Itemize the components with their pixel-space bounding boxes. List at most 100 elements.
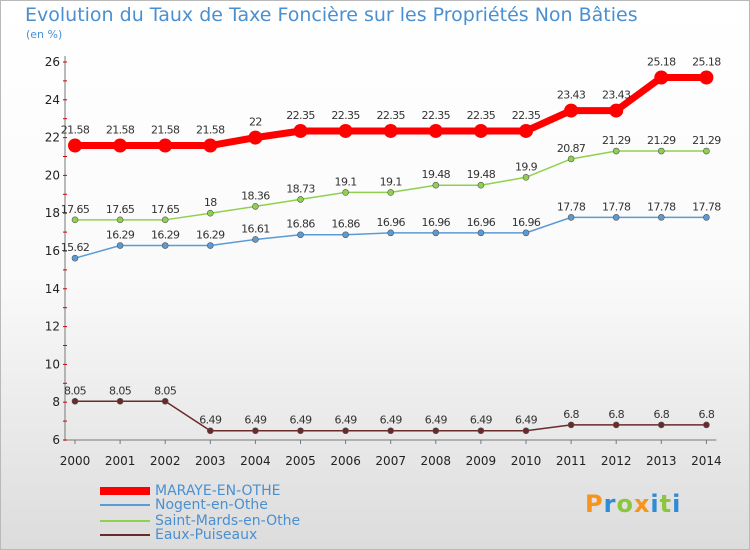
- data-label: 25.18: [647, 55, 676, 68]
- data-point: [161, 397, 169, 405]
- legend-swatch: [100, 504, 150, 506]
- data-point: [68, 138, 82, 153]
- data-point: [342, 427, 349, 435]
- y-tick-label: 20: [45, 168, 60, 182]
- data-point: [477, 427, 485, 435]
- data-point: [522, 427, 530, 435]
- data-label: 6.8: [608, 408, 624, 421]
- data-label: 21.29: [647, 134, 676, 147]
- axes: 6 8 10 12 14 16 18 20 22 24 26 2000 2001 2002 2003 2004…: [45, 55, 722, 468]
- data-point: [158, 138, 173, 153]
- data-label: 19.48: [467, 168, 496, 181]
- data-label: 6.49: [199, 414, 222, 427]
- data-point: [473, 123, 488, 138]
- x-tick-label: 2012: [601, 454, 632, 468]
- data-label: 8.05: [64, 384, 87, 397]
- y-tick-label: 26: [45, 55, 60, 69]
- x-tick-label: 2011: [556, 454, 587, 468]
- data-label: 16.96: [467, 216, 496, 229]
- x-tick-label: 2006: [330, 454, 361, 468]
- data-label: 6.49: [380, 414, 403, 427]
- data-point: [432, 181, 440, 189]
- data-point: [477, 229, 485, 237]
- logo-letter: o: [616, 490, 634, 518]
- legend-label: Nogent-en-Othe: [155, 497, 268, 513]
- data-label: 6.49: [289, 414, 312, 427]
- data-label: 18.36: [241, 189, 270, 202]
- data-label: 6.8: [563, 408, 579, 421]
- data-point: [248, 130, 263, 145]
- legend-label: Eaux-Puiseaux: [155, 527, 258, 543]
- data-point: [116, 242, 124, 249]
- data-point: [387, 189, 395, 196]
- y-tick-label: 18: [45, 206, 60, 220]
- data-label: 16.86: [331, 218, 360, 231]
- data-label: 6.49: [244, 414, 267, 427]
- data-label: 16.29: [151, 229, 180, 242]
- data-label: 17.65: [151, 203, 180, 216]
- x-tick-label: 2013: [646, 454, 677, 468]
- data-point: [116, 216, 124, 224]
- x-tick-label: 2002: [150, 454, 181, 468]
- data-label: 17.78: [557, 200, 586, 213]
- data-label: 17.65: [61, 203, 90, 216]
- data-point: [657, 214, 665, 221]
- data-label: 22.35: [331, 109, 360, 122]
- data-label: 8.05: [154, 384, 177, 397]
- data-point: [161, 216, 169, 224]
- x-tick-label: 2003: [195, 454, 226, 468]
- data-label: 21.29: [692, 134, 721, 147]
- data-label: 17.65: [106, 203, 135, 216]
- data-label: 21.58: [196, 124, 225, 137]
- y-tick-label: 22: [45, 131, 60, 145]
- data-point: [612, 147, 620, 155]
- x-tick-label: 2000: [60, 454, 91, 468]
- logo-letter: i: [650, 490, 660, 518]
- data-point: [203, 138, 218, 153]
- x-tick-label: 2004: [240, 454, 271, 468]
- x-tick-label: 2009: [466, 454, 497, 468]
- data-point: [477, 181, 485, 189]
- data-point: [387, 229, 395, 237]
- data-label: 21.58: [151, 124, 180, 137]
- data-point: [657, 421, 665, 429]
- data-point: [564, 103, 579, 118]
- data-label: 16.29: [106, 229, 135, 242]
- data-label: 25.18: [692, 55, 721, 68]
- data-label: 23.43: [557, 89, 586, 102]
- y-tick-label: 8: [52, 395, 60, 409]
- data-point: [432, 427, 440, 435]
- y-tick-label: 14: [45, 282, 60, 296]
- data-label: 6.49: [425, 414, 448, 427]
- data-point: [387, 427, 395, 435]
- legend-label: Saint-Mards-en-Othe: [155, 513, 301, 529]
- data-point: [567, 421, 575, 429]
- data-point: [71, 254, 79, 262]
- x-tick-label: 2005: [285, 454, 316, 468]
- data-point: [161, 242, 169, 249]
- data-point: [657, 147, 665, 155]
- data-label: 22.35: [467, 109, 496, 122]
- data-point: [207, 209, 214, 217]
- legend-swatch: [100, 487, 150, 495]
- data-point: [252, 427, 259, 435]
- data-point: [207, 242, 214, 249]
- data-point: [71, 397, 79, 405]
- data-label: 6.49: [470, 414, 493, 427]
- data-point: [654, 70, 669, 85]
- data-point: [428, 123, 443, 138]
- data-label: 16.96: [512, 216, 541, 229]
- data-labels-layer: 21.58 21.58 21.58 21.58 22 22.35 22.35 22.35 22.…: [61, 55, 722, 427]
- y-tick-label: 12: [45, 320, 60, 334]
- data-point: [522, 229, 530, 237]
- data-point: [252, 236, 259, 243]
- data-label: 20.87: [557, 142, 586, 155]
- data-point: [116, 397, 124, 405]
- data-point: [432, 229, 440, 237]
- data-label: 6.8: [653, 408, 669, 421]
- data-label: 17.78: [647, 200, 676, 213]
- data-point: [207, 427, 214, 435]
- x-tick-label: 2014: [691, 454, 722, 468]
- data-point: [297, 427, 304, 435]
